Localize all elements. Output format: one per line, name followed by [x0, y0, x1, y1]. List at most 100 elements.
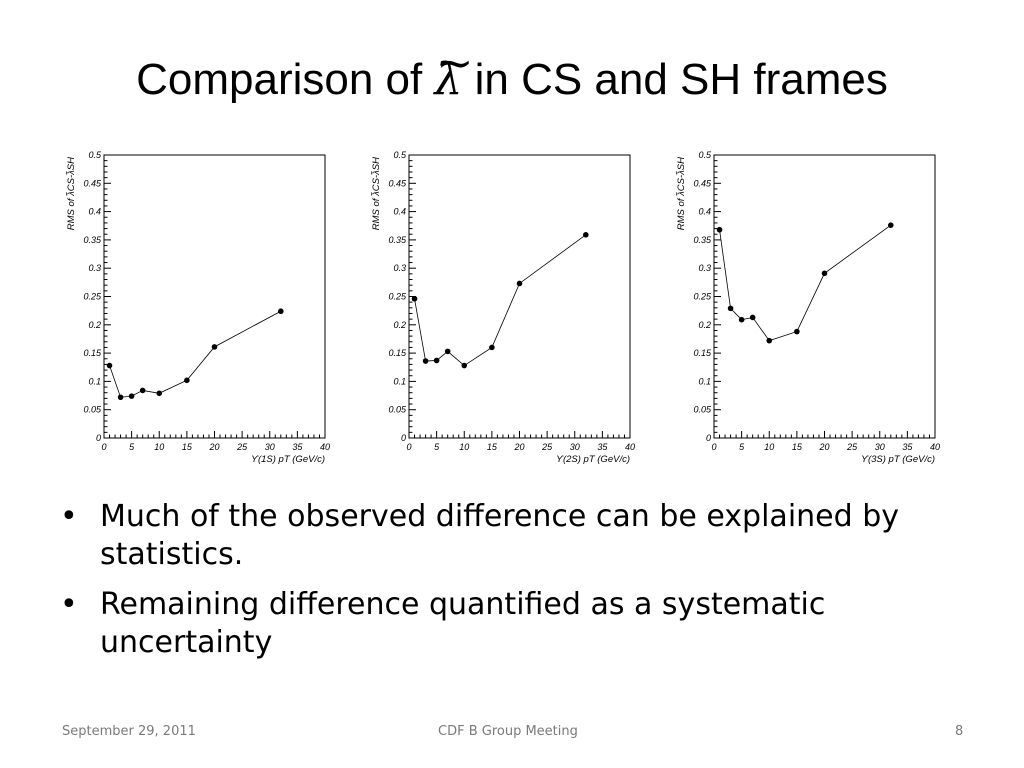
y-tick-label: 0.25 — [83, 292, 102, 302]
y-tick-label: 0 — [706, 433, 711, 443]
title-tilde: ~ — [436, 38, 474, 89]
data-point — [278, 308, 284, 315]
data-point — [738, 316, 745, 323]
bullet-glyph: • — [60, 499, 78, 534]
data-point — [489, 344, 495, 351]
chart-upsilon-3s: 0 0.05 0.1 0.15 0.2 0.25 0.3 0.35 0.4 0.45 0.5 0 5 10… — [675, 150, 940, 465]
x-tick-label: 35 — [292, 442, 303, 452]
y-tick-label: 0.05 — [693, 405, 712, 415]
x-axis-label: ϒ(2S) pT (GeV/c) — [556, 454, 630, 465]
data-point — [422, 358, 429, 364]
y-tick-label: 0.35 — [83, 235, 102, 245]
title-suffix: in CS and SH frames — [462, 55, 888, 104]
y-tick-label: 0.1 — [88, 376, 101, 386]
x-tick-label: 15 — [182, 442, 193, 452]
x-tick-label: 35 — [902, 442, 913, 452]
series-line — [719, 224, 892, 342]
x-tick-label: 0 — [711, 442, 716, 452]
y-tick-label: 0.05 — [83, 405, 102, 415]
bullet-item: • Remaining difference quantified as a sy… — [60, 586, 960, 662]
x-tick-label: 35 — [597, 442, 608, 452]
series-line — [109, 310, 281, 398]
bullet-item: • Much of the observed difference can be … — [60, 498, 960, 574]
data-point — [821, 270, 828, 277]
title-prefix: Comparison of — [136, 55, 435, 104]
data-point — [128, 393, 135, 399]
data-point — [433, 357, 440, 364]
data-point — [766, 337, 773, 344]
x-tick-label: 15 — [487, 442, 498, 452]
y-tick-label: 0.3 — [393, 263, 406, 273]
bullet-text: Much of the observed difference can be e… — [100, 499, 899, 572]
y-tick-label: 0.45 — [83, 178, 102, 188]
data-point — [583, 232, 589, 238]
y-tick-label: 0.4 — [393, 207, 406, 217]
x-tick-label: 25 — [236, 442, 248, 452]
y-tick-label: 0.1 — [393, 376, 406, 386]
bullet-list: • Much of the observed difference can be … — [60, 498, 960, 674]
y-tick-label: 0.5 — [393, 150, 407, 160]
data-point — [117, 394, 124, 401]
y-tick-label: 0.35 — [693, 235, 712, 245]
x-tick-label: 20 — [208, 442, 219, 452]
series-line — [414, 234, 587, 367]
data-point — [516, 280, 523, 287]
data-point — [411, 295, 418, 302]
footer-page-number: 8 — [955, 724, 964, 739]
x-tick-label: 10 — [154, 442, 164, 452]
data-point — [106, 362, 113, 369]
data-point — [211, 344, 218, 350]
x-tick-label: 15 — [792, 442, 803, 452]
data-point — [184, 377, 190, 384]
data-point — [794, 328, 800, 335]
y-tick-label: 0 — [96, 433, 101, 443]
y-tick-label: 0.25 — [693, 292, 712, 302]
y-axis-label: RMS of λ̃CS-λ̃SH — [675, 157, 687, 230]
x-tick-label: 40 — [930, 442, 940, 452]
x-tick-label: 10 — [459, 442, 469, 452]
y-axis-label: RMS of λ̃CS-λ̃SH — [65, 157, 77, 230]
x-tick-label: 20 — [818, 442, 829, 452]
x-tick-label: 20 — [513, 442, 524, 452]
x-tick-label: 30 — [570, 442, 580, 452]
y-tick-label: 0.5 — [88, 150, 102, 160]
x-axis-label: ϒ(3S) pT (GeV/c) — [861, 454, 935, 465]
y-tick-label: 0.35 — [388, 235, 407, 245]
data-point — [716, 226, 723, 233]
data-point — [156, 390, 163, 397]
plot-frame — [103, 154, 326, 439]
data-point — [749, 314, 756, 321]
x-tick-label: 0 — [101, 442, 106, 452]
y-tick-label: 0.2 — [88, 320, 101, 330]
x-tick-label: 0 — [406, 442, 411, 452]
bullet-text: Remaining difference quantified as a sys… — [100, 587, 826, 660]
x-tick-label: 40 — [625, 442, 635, 452]
x-tick-label: 5 — [434, 442, 440, 452]
x-tick-label: 25 — [846, 442, 858, 452]
title-lambda: λ — [434, 54, 463, 105]
y-tick-label: 0.3 — [88, 263, 101, 273]
x-tick-label: 5 — [129, 442, 135, 452]
y-tick-label: 0.45 — [693, 178, 712, 188]
y-tick-label: 0.4 — [698, 207, 711, 217]
data-point — [461, 362, 468, 369]
bullet-glyph: • — [60, 587, 78, 622]
y-tick-label: 0.05 — [388, 405, 407, 415]
data-point — [444, 348, 451, 355]
y-tick-label: 0.25 — [388, 292, 407, 302]
x-axis-label: ϒ(1S) pT (GeV/c) — [251, 454, 325, 465]
y-axis-label: RMS of λ̃CS-λ̃SH — [370, 157, 382, 230]
footer-meeting: CDF B Group Meeting — [438, 724, 578, 739]
x-tick-label: 30 — [875, 442, 885, 452]
y-tick-label: 0.5 — [698, 150, 712, 160]
y-tick-label: 0.15 — [83, 348, 102, 358]
y-tick-label: 0.3 — [698, 263, 711, 273]
y-tick-label: 0.1 — [698, 376, 711, 386]
y-tick-label: 0.15 — [388, 348, 407, 358]
x-tick-label: 10 — [764, 442, 774, 452]
y-tick-label: 0.15 — [693, 348, 712, 358]
data-point — [139, 387, 146, 394]
x-tick-label: 25 — [541, 442, 553, 452]
x-tick-label: 40 — [320, 442, 330, 452]
data-point — [888, 222, 894, 228]
